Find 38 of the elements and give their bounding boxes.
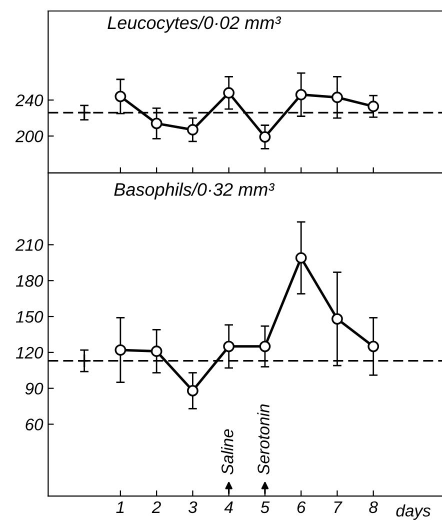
y-tick-label: 200	[15, 130, 44, 142]
point	[295, 252, 307, 264]
x-tick-label: 8	[369, 501, 378, 514]
x-tick-label: 5	[260, 501, 270, 514]
y-tick-label: 180	[16, 275, 44, 287]
point	[332, 92, 343, 104]
y-tick-label: 240	[15, 94, 44, 106]
point	[77, 354, 92, 368]
point	[259, 131, 271, 143]
point	[223, 87, 235, 99]
y-tick-label: 150	[16, 310, 44, 323]
point	[150, 118, 162, 130]
annotation: Saline	[221, 429, 234, 475]
x-axis-title: days	[396, 504, 431, 520]
x-tick-label: 1	[116, 501, 124, 513]
point	[187, 124, 198, 136]
x-tick-label: 2	[152, 501, 161, 513]
point	[114, 344, 126, 356]
text: Basophils/0·32 mm³	[114, 182, 275, 200]
x-tick-label: 3	[188, 501, 198, 514]
point	[368, 100, 380, 112]
y-tick-label: 120	[16, 346, 44, 359]
point	[150, 346, 162, 357]
x-tick-label: 7	[334, 501, 342, 513]
y-tick-label: 210	[15, 239, 44, 251]
x-tick-label: 6	[297, 501, 306, 514]
x-tick-label: 4	[224, 501, 233, 513]
annotation: Serotonin	[257, 404, 270, 475]
point	[368, 340, 380, 352]
point	[114, 90, 126, 102]
point	[332, 313, 343, 325]
y-tick-label: 90	[25, 382, 44, 395]
chart-title: Leucocytes/0·02 mm³	[108, 16, 282, 33]
point	[187, 385, 198, 396]
point	[223, 340, 235, 352]
point	[259, 340, 271, 352]
y-tick-label: 60	[26, 418, 44, 430]
point	[295, 88, 307, 100]
